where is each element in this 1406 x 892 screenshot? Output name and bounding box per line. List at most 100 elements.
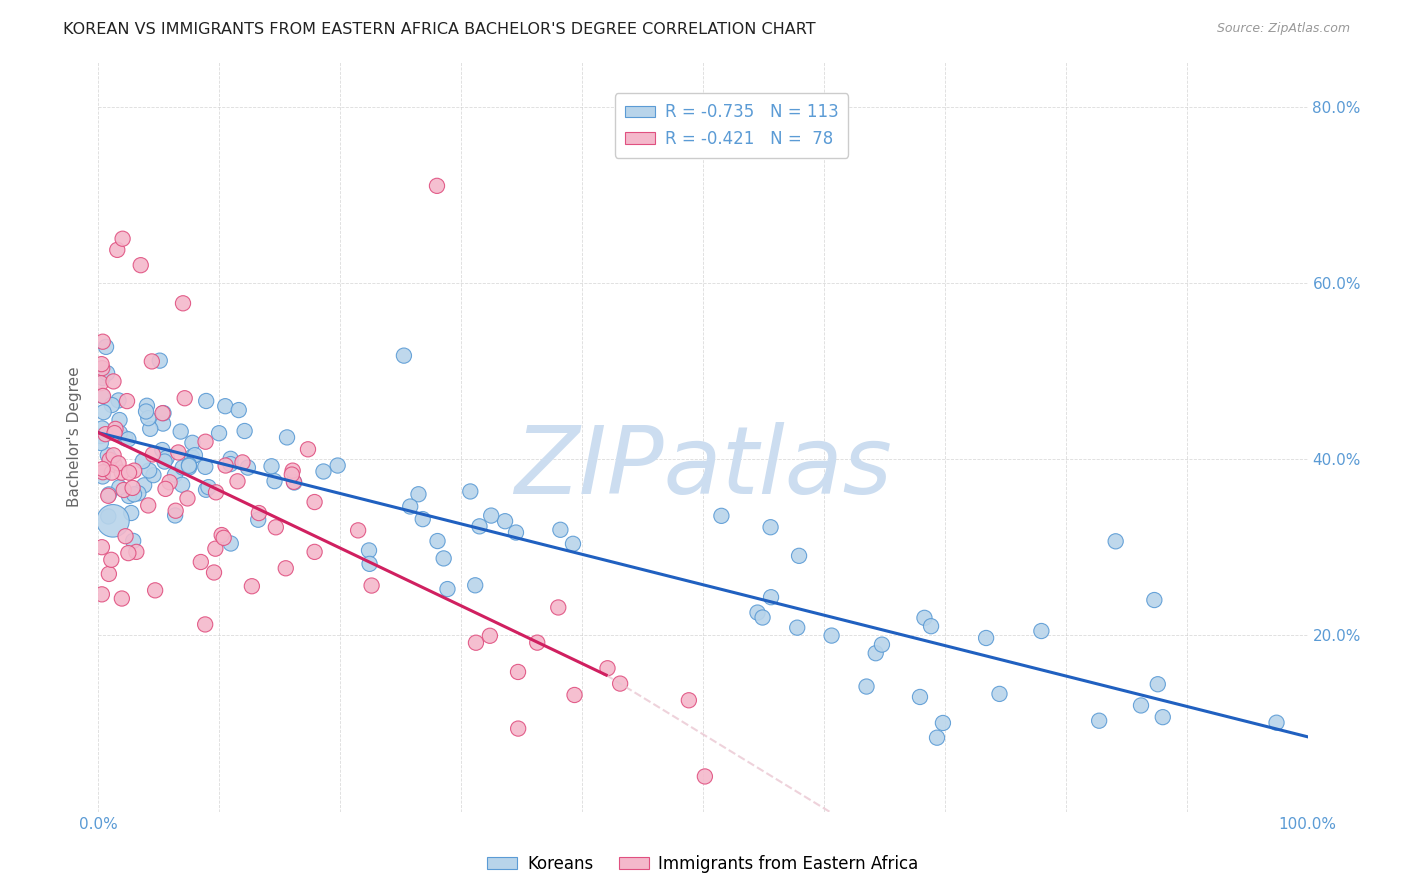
Point bbox=[609, 676, 631, 690]
Point bbox=[751, 610, 773, 624]
Point bbox=[283, 475, 305, 489]
Point bbox=[153, 454, 176, 468]
Point bbox=[304, 495, 326, 509]
Point bbox=[283, 475, 305, 490]
Point bbox=[90, 540, 112, 554]
Point bbox=[747, 606, 769, 620]
Point bbox=[264, 520, 287, 534]
Point bbox=[101, 398, 124, 412]
Point bbox=[710, 508, 733, 523]
Point bbox=[108, 425, 131, 440]
Point bbox=[281, 464, 304, 478]
Point bbox=[152, 406, 174, 420]
Point bbox=[1105, 534, 1128, 549]
Point bbox=[98, 452, 121, 467]
Point bbox=[360, 578, 382, 592]
Point bbox=[135, 404, 157, 418]
Point bbox=[91, 421, 114, 435]
Point bbox=[111, 232, 134, 246]
Point bbox=[163, 467, 186, 482]
Point bbox=[105, 243, 128, 257]
Point bbox=[136, 399, 159, 413]
Point bbox=[247, 506, 270, 520]
Point bbox=[786, 621, 808, 635]
Point bbox=[494, 514, 516, 528]
Point bbox=[1088, 714, 1111, 728]
Point bbox=[107, 393, 129, 408]
Point bbox=[347, 524, 370, 538]
Point bbox=[111, 591, 134, 606]
Point bbox=[194, 459, 217, 474]
Point bbox=[276, 430, 298, 444]
Point bbox=[190, 555, 212, 569]
Point bbox=[103, 426, 125, 441]
Point bbox=[100, 553, 122, 567]
Point bbox=[247, 513, 270, 527]
Point bbox=[914, 611, 936, 625]
Point bbox=[412, 512, 434, 526]
Point bbox=[920, 619, 942, 633]
Point bbox=[479, 508, 502, 523]
Point bbox=[114, 529, 136, 543]
Point bbox=[172, 296, 194, 310]
Point bbox=[155, 482, 177, 496]
Point bbox=[101, 514, 124, 528]
Point bbox=[436, 582, 458, 596]
Point bbox=[1152, 710, 1174, 724]
Point bbox=[205, 485, 228, 500]
Point bbox=[101, 466, 124, 480]
Point bbox=[426, 534, 449, 549]
Point bbox=[90, 389, 112, 403]
Point bbox=[132, 454, 155, 468]
Point bbox=[693, 769, 716, 783]
Legend: R = -0.735   N = 113, R = -0.421   N =  78: R = -0.735 N = 113, R = -0.421 N = 78 bbox=[614, 94, 848, 158]
Point bbox=[212, 531, 235, 545]
Point bbox=[90, 368, 112, 382]
Point bbox=[117, 546, 139, 560]
Point bbox=[260, 459, 283, 474]
Point bbox=[122, 464, 145, 478]
Point bbox=[108, 413, 131, 427]
Point bbox=[194, 617, 217, 632]
Point bbox=[180, 450, 202, 464]
Point bbox=[134, 478, 156, 492]
Point bbox=[97, 566, 120, 581]
Point bbox=[91, 462, 114, 476]
Point bbox=[219, 457, 242, 471]
Point bbox=[115, 394, 138, 409]
Point bbox=[505, 525, 527, 540]
Point bbox=[194, 434, 217, 449]
Point bbox=[122, 487, 145, 501]
Point bbox=[159, 475, 181, 490]
Point bbox=[508, 722, 530, 736]
Point bbox=[125, 545, 148, 559]
Point bbox=[97, 489, 120, 503]
Point bbox=[138, 463, 160, 477]
Point bbox=[433, 551, 456, 566]
Point bbox=[240, 579, 263, 593]
Point bbox=[104, 422, 127, 436]
Point bbox=[91, 465, 114, 479]
Point bbox=[855, 680, 877, 694]
Point bbox=[1146, 677, 1168, 691]
Point bbox=[464, 578, 486, 592]
Point bbox=[141, 354, 163, 368]
Point bbox=[236, 460, 259, 475]
Point bbox=[297, 442, 319, 457]
Point bbox=[156, 450, 179, 465]
Point bbox=[465, 636, 488, 650]
Point bbox=[865, 646, 887, 660]
Point bbox=[150, 443, 173, 458]
Point bbox=[932, 716, 955, 731]
Point bbox=[478, 629, 501, 643]
Point bbox=[233, 424, 256, 438]
Point bbox=[197, 480, 219, 494]
Point bbox=[1031, 624, 1053, 638]
Point bbox=[97, 509, 120, 524]
Point bbox=[988, 687, 1011, 701]
Point bbox=[120, 506, 142, 520]
Point bbox=[759, 520, 782, 534]
Point bbox=[114, 431, 136, 445]
Point bbox=[228, 403, 250, 417]
Point bbox=[202, 566, 225, 580]
